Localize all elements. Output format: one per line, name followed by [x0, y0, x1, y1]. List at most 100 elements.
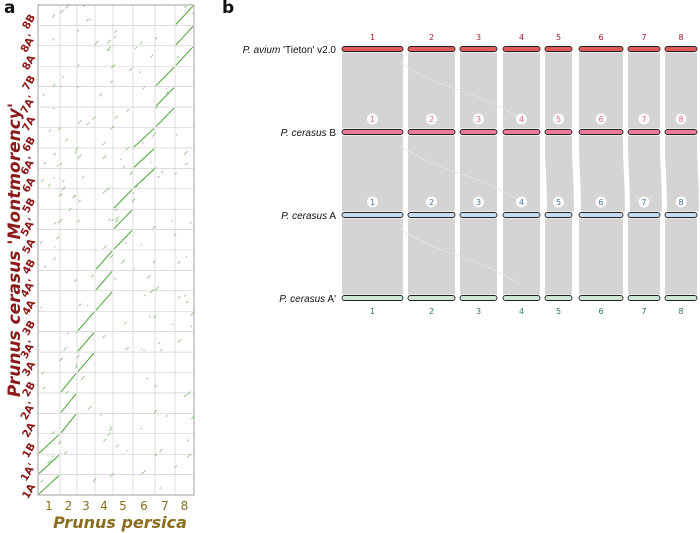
- synteny-diagonal: [95, 271, 113, 291]
- y-tick-label: 1B: [20, 441, 38, 460]
- track-label-cerasus-a-prime-suffix: A': [325, 294, 336, 305]
- x-axis-label: Prunus persica: [53, 513, 187, 532]
- minor-match: [152, 225, 156, 230]
- minor-match: [57, 127, 61, 131]
- minor-match: [109, 426, 112, 429]
- chromosome-number: 8: [678, 307, 683, 316]
- minor-match: [108, 49, 110, 52]
- chromosome-number: 2: [429, 33, 434, 42]
- synteny-ribbon: [628, 52, 660, 129]
- chromosome-number: 5: [556, 115, 561, 124]
- synteny-diagram: 1 2 3 4 5 6 7 8 1 2 3 4 5 6 7 8 1 2 3 4 5 6 7 8 1 2 3 4 5 6 7 8 P. aviu…: [243, 33, 699, 316]
- minor-match: [51, 431, 55, 435]
- minor-match: [108, 218, 111, 221]
- synteny-diagonal: [175, 26, 194, 46]
- chromosome-cerasus-a-7: [627, 212, 661, 218]
- minor-match: [53, 257, 56, 260]
- minor-match: [107, 432, 111, 437]
- track-label-cerasus-a-prime-species: P. cerasus: [279, 294, 325, 305]
- track-label-cerasus-a-species: P. cerasus: [281, 211, 327, 222]
- synteny-ribbon: [408, 135, 455, 212]
- minor-match: [141, 470, 146, 475]
- minor-match: [174, 172, 178, 175]
- chromosome-number: 7: [641, 307, 646, 316]
- minor-match: [57, 440, 62, 445]
- synteny-diagonal: [77, 311, 95, 332]
- minor-match: [65, 4, 70, 9]
- minor-match: [102, 245, 107, 250]
- minor-match: [135, 184, 139, 188]
- minor-match: [165, 91, 169, 94]
- panel-b-label: b: [222, 0, 235, 18]
- chromosome-cerasus-a-prime-2: [407, 295, 456, 301]
- chromosome-cerasus-a-prime-6: [578, 295, 624, 301]
- cross-link: [399, 145, 521, 202]
- minor-match: [106, 187, 110, 191]
- minor-match: [73, 195, 76, 197]
- chromosome-number: 1: [370, 307, 375, 316]
- chromosome-tracks: 1 2 3 4 5 6 7 8 1 2 3 4 5 6 7 8 1 2 3 4 5 6 7 8 1 2 3 4 5 6 7 8: [341, 33, 698, 316]
- chromosome-number: 6: [598, 33, 603, 42]
- chromosome-number: 5: [556, 307, 561, 316]
- minor-match: [86, 304, 89, 307]
- x-tick-label: 5: [119, 499, 127, 513]
- synteny-ribbon: [503, 52, 540, 129]
- minor-match: [114, 277, 117, 280]
- minor-match: [92, 478, 97, 483]
- minor-match: [63, 451, 68, 455]
- minor-match: [53, 176, 56, 179]
- track-label-avium: P. avium 'Tieton' v2.0: [243, 45, 337, 56]
- minor-match: [149, 288, 155, 294]
- chromosome-number-badge: [473, 113, 484, 125]
- minor-match: [115, 444, 120, 448]
- track-label-cerasus-b-species: P. cerasus: [281, 128, 327, 139]
- minor-match: [165, 415, 168, 418]
- synteny-ribbons: [342, 52, 699, 295]
- x-tick-label: 7: [161, 499, 169, 513]
- minor-match: [102, 155, 107, 160]
- chromosome-number: 8: [678, 33, 683, 42]
- synteny-ribbon: [460, 52, 497, 129]
- y-axis-label: Prunus cerasus 'Montmorency': [5, 103, 25, 397]
- synteny-diagonal: [155, 87, 175, 107]
- minor-match: [131, 198, 136, 203]
- minor-match: [155, 106, 158, 109]
- cross-link: [399, 228, 521, 285]
- chromosome-number-badge: [473, 196, 484, 208]
- minor-match: [190, 415, 195, 420]
- minor-match: [41, 371, 44, 375]
- minor-match: [40, 178, 45, 183]
- chromosome-number: 7: [641, 33, 646, 42]
- minor-match: [141, 177, 146, 181]
- chromosome-number-badge: [638, 113, 650, 125]
- chromosome-cerasus-a-prime-3: [459, 295, 498, 301]
- chromosome-cerasus-a-prime-5: [544, 295, 573, 301]
- minor-match: [82, 4, 86, 8]
- minor-match: [111, 218, 114, 222]
- minor-match: [102, 141, 107, 146]
- minor-match: [184, 162, 188, 166]
- minor-match: [138, 71, 142, 74]
- x-tick-label: 4: [100, 499, 108, 513]
- synteny-diagonal: [113, 230, 133, 250]
- minor-match: [139, 41, 143, 45]
- minor-match: [60, 9, 64, 14]
- synteny-diagonal: [133, 128, 155, 148]
- track-label-cerasus-a: P. cerasus A: [281, 211, 336, 222]
- minor-match: [128, 67, 133, 72]
- minor-match: [140, 348, 143, 350]
- minor-match: [102, 189, 107, 194]
- minor-match: [81, 176, 85, 179]
- minor-match: [146, 377, 149, 380]
- x-tick-label: 1: [45, 499, 53, 513]
- minor-match: [63, 347, 67, 351]
- chromosome-number-badge: [595, 196, 607, 208]
- minor-match: [52, 83, 56, 87]
- minor-match: [53, 246, 56, 248]
- y-tick-label: 2A': [18, 400, 38, 422]
- synteny-diagonal: [175, 5, 194, 25]
- minor-match: [42, 386, 46, 390]
- minor-match: [76, 354, 80, 359]
- chromosome-number: 5: [556, 33, 561, 42]
- y-tick-label: 8B: [20, 12, 38, 31]
